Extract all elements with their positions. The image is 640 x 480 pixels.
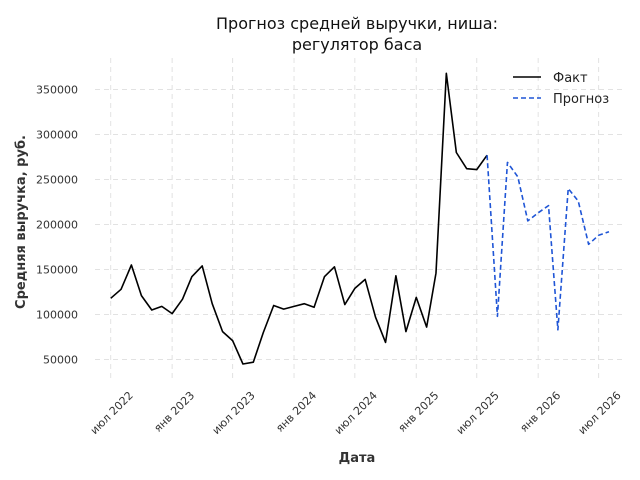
x-tick-label: июл 2026: [576, 389, 624, 437]
series-lines: [110, 72, 610, 365]
y-axis-ticks: 50000 100000 150000 200000 250000 300000 35000…: [36, 84, 78, 367]
y-tick-label: 150000: [36, 264, 78, 277]
x-tick-label: июл 2023: [210, 389, 258, 437]
x-tick-label: янв 2024: [273, 389, 319, 435]
x-tick-label: июл 2024: [332, 389, 380, 437]
legend-label-fact: Факт: [553, 71, 588, 86]
chart-title-line-2: регулятор баса: [292, 35, 422, 54]
y-tick-label: 300000: [36, 129, 78, 142]
x-tick-label: янв 2023: [151, 389, 197, 435]
legend-label-forecast: Прогноз: [553, 92, 609, 107]
x-tick-label: янв 2025: [396, 389, 442, 435]
x-axis-ticks: июл 2022 янв 2023 июл 2023 янв 2024 июл 2024…: [88, 389, 624, 437]
legend: Факт Прогноз: [513, 71, 609, 107]
y-tick-label: 100000: [36, 309, 78, 322]
x-axis-label: Дата: [339, 451, 376, 466]
x-tick-label: июл 2022: [88, 389, 136, 437]
y-tick-label: 50000: [43, 354, 78, 367]
y-tick-label: 200000: [36, 219, 78, 232]
chart-title-line-1: Прогноз средней выручки, ниша:: [216, 14, 498, 33]
series-line-forecast: [486, 155, 610, 331]
y-tick-label: 250000: [36, 174, 78, 187]
y-tick-label: 350000: [36, 84, 78, 97]
x-tick-label: янв 2026: [517, 389, 563, 435]
y-axis-label: Средняя выручка, руб.: [14, 135, 29, 309]
series-line-fact: [110, 72, 488, 365]
grid: [95, 58, 624, 382]
x-tick-label: июл 2025: [454, 389, 502, 437]
